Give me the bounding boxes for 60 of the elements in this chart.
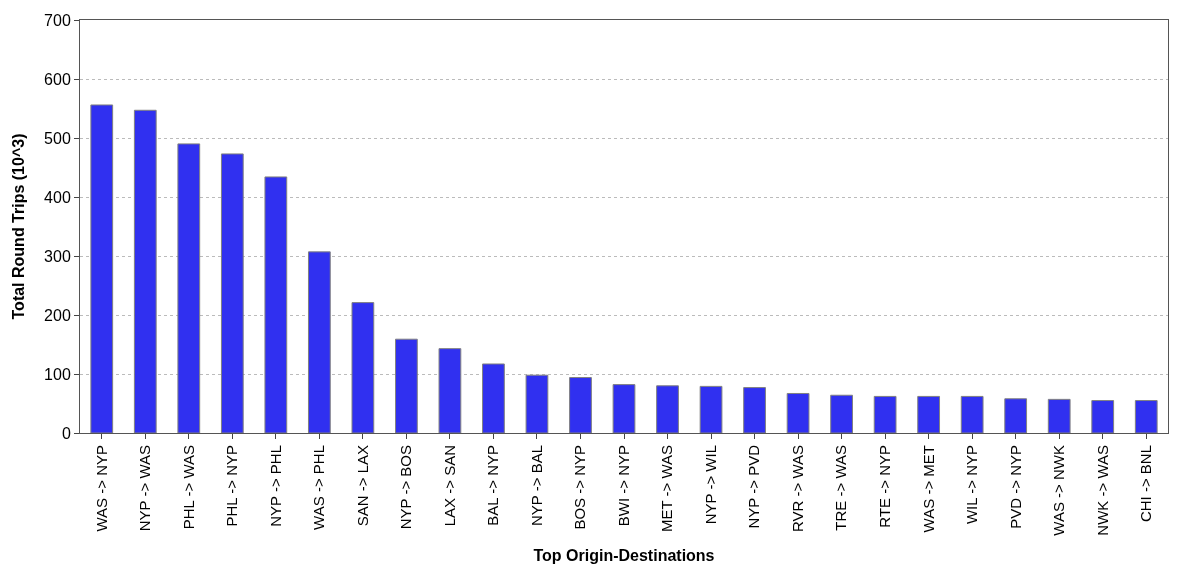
x-tick-label: NYP -> PHL bbox=[266, 445, 284, 527]
bar bbox=[90, 104, 114, 433]
x-tick-label: NYP -> WIL bbox=[701, 445, 719, 525]
y-tick-label: 600 bbox=[44, 70, 71, 88]
bar bbox=[1134, 400, 1158, 433]
bar bbox=[307, 251, 331, 433]
x-tick-label: CHI -> BNL bbox=[1137, 445, 1155, 523]
x-tick-label: WAS -> NWK bbox=[1050, 445, 1068, 536]
bar bbox=[1004, 398, 1028, 433]
bar bbox=[830, 394, 853, 433]
y-tick-label: 500 bbox=[44, 129, 71, 147]
x-tick-label: NYP -> PVD bbox=[745, 444, 763, 529]
x-tick-label: SAN -> LAX bbox=[353, 445, 371, 527]
x-tick-label: NYP -> BAL bbox=[527, 445, 545, 527]
y-axis-title: Total Round Trips (10^3) bbox=[10, 133, 27, 320]
x-tick-label: RTE -> NYP bbox=[875, 445, 893, 528]
x-tick-label: WAS -> MET bbox=[919, 445, 937, 533]
bar bbox=[569, 377, 592, 433]
x-tick-label: NYP -> WAS bbox=[136, 445, 154, 532]
bar bbox=[1047, 398, 1071, 433]
bar bbox=[351, 302, 375, 433]
x-tick-label: WAS -> NYP bbox=[92, 445, 110, 532]
bar bbox=[699, 385, 723, 433]
y-tick-label: 700 bbox=[44, 11, 71, 29]
y-tick-label: 100 bbox=[44, 365, 71, 383]
x-tick-label: NWK -> WAS bbox=[1093, 445, 1111, 536]
x-tick-label: PVD -> NYP bbox=[1006, 445, 1024, 529]
x-axis-title: Top Origin-Destinations bbox=[533, 547, 715, 565]
y-tick-label: 400 bbox=[44, 188, 71, 206]
bar bbox=[917, 395, 941, 433]
bar bbox=[525, 374, 549, 433]
bar bbox=[220, 153, 244, 433]
y-tick-label: 200 bbox=[44, 306, 71, 324]
bar bbox=[133, 109, 157, 433]
bar bbox=[264, 176, 288, 433]
x-tick-label: WAS -> PHL bbox=[310, 445, 328, 530]
bar bbox=[743, 387, 766, 433]
x-tick-label: BOS -> NYP bbox=[571, 445, 589, 530]
bar bbox=[612, 384, 636, 433]
x-tick-label: NYP -> BOS bbox=[397, 445, 415, 530]
x-tick-label: TRE -> WAS bbox=[832, 445, 850, 531]
y-tick-label: 300 bbox=[44, 247, 71, 265]
x-tick-label: LAX -> SAN bbox=[440, 445, 458, 527]
bar bbox=[656, 385, 679, 433]
y-tick-label: 0 bbox=[61, 424, 71, 442]
bar bbox=[786, 392, 810, 433]
x-tick-label: RVR -> WAS bbox=[788, 445, 806, 533]
x-tick-label: BWI -> NYP bbox=[614, 445, 632, 527]
x-tick-label: PHL -> WAS bbox=[179, 445, 197, 530]
bar bbox=[482, 363, 505, 433]
bar bbox=[873, 395, 897, 433]
x-tick-label: PHL -> NYP bbox=[223, 445, 241, 527]
bar bbox=[395, 338, 418, 433]
bar bbox=[1091, 400, 1115, 433]
x-tick-label: MET -> WAS bbox=[658, 445, 676, 533]
x-tick-label: WIL -> NYP bbox=[963, 445, 981, 525]
bar bbox=[177, 143, 201, 433]
x-tick-label: BAL -> NYP bbox=[484, 445, 502, 526]
bar bbox=[438, 348, 462, 433]
bar bbox=[960, 395, 984, 433]
